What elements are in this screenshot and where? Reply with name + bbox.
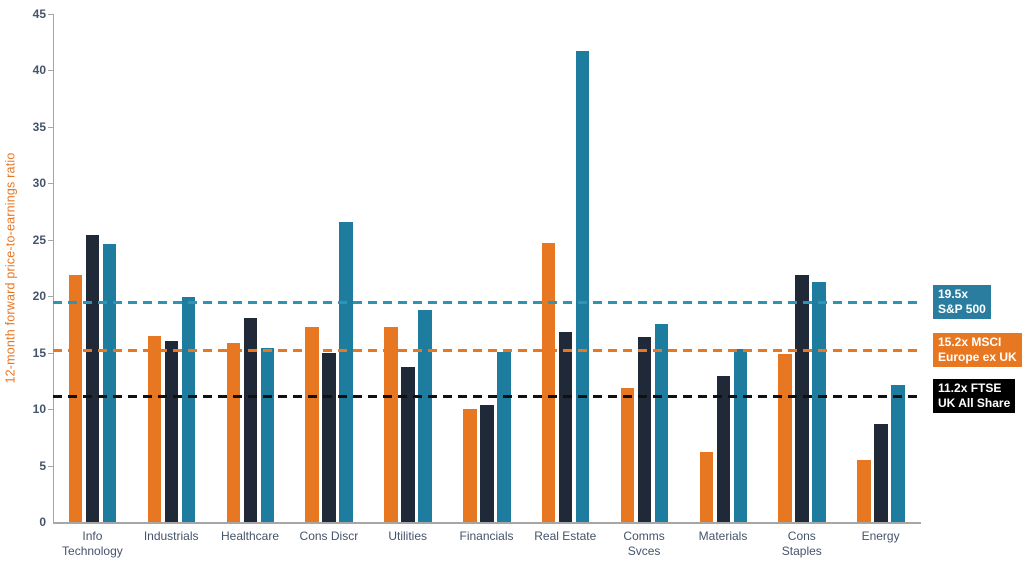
bar-teal-series-8 <box>733 349 747 522</box>
reference-line <box>53 394 920 398</box>
reference-line-label: 19.5x S&P 500 <box>933 284 991 319</box>
x-category-label-line: Real Estate <box>534 529 597 543</box>
y-tick-label: 0 <box>39 515 46 529</box>
reference-line <box>53 300 920 304</box>
x-category-label: Financials <box>427 529 547 544</box>
bar-dark-navy-series-5 <box>480 404 494 522</box>
x-category-label-line: Financials <box>459 529 514 543</box>
bar-teal-series-5 <box>497 351 511 522</box>
x-category-label-line: Info <box>82 529 103 543</box>
x-category-label-line: Technology <box>62 544 123 558</box>
bar-dark-navy-series-8 <box>716 376 730 522</box>
y-tick-label: 30 <box>32 176 46 191</box>
y-tick-label: 35 <box>32 119 46 134</box>
bar-dark-navy-series-10 <box>874 423 888 522</box>
bar-orange-series-7 <box>620 387 635 522</box>
y-tick-mark <box>48 465 53 467</box>
bar-orange-series-6 <box>541 243 556 522</box>
bar-dark-navy-series-6 <box>558 332 573 522</box>
reference-line-label-line: UK All Share <box>938 395 1011 410</box>
x-category-label-line: Comms <box>623 529 665 543</box>
reference-line <box>53 349 920 353</box>
reference-line-label-line: 19.5x <box>938 286 969 301</box>
x-category-label: Info Technology <box>32 529 152 559</box>
bar-dark-navy-series-4 <box>401 367 415 522</box>
bar-orange-series-9 <box>778 353 792 522</box>
x-category-label-line: Materials <box>698 529 748 543</box>
bar-orange-series-10 <box>857 459 871 522</box>
bar-dark-navy-series-7 <box>637 336 652 522</box>
x-category-label: Industrials <box>111 529 231 544</box>
y-tick-mark <box>48 239 53 241</box>
y-axis-title: 12-month forward price-to-earnings ratio <box>3 152 18 384</box>
reference-line-label-line: 15.2x MSCI <box>938 335 1002 350</box>
y-tick-label: 5 <box>39 458 46 473</box>
x-category-label-line: Healthcare <box>220 529 280 543</box>
x-category-label-line: Utilities <box>388 529 428 543</box>
y-tick-mark <box>48 126 53 128</box>
y-tick-mark <box>48 183 53 185</box>
bar-dark-navy-series-2 <box>243 317 257 522</box>
y-tick-label: 25 <box>32 232 46 247</box>
plot-area <box>53 14 921 524</box>
x-category-label-line: Energy <box>861 529 900 543</box>
bar-orange-series-5 <box>463 409 477 522</box>
y-tick-mark <box>48 296 53 298</box>
x-category-label: Cons Staples <box>742 529 862 559</box>
bar-dark-navy-series-3 <box>322 352 336 522</box>
reference-line-label-line: S&P 500 <box>938 301 986 316</box>
x-category-label: Materials <box>663 529 783 544</box>
bar-teal-series-3 <box>339 221 353 522</box>
bar-dark-navy-series-1 <box>164 341 179 522</box>
bar-teal-series-0 <box>102 244 117 522</box>
bar-teal-series-4 <box>418 309 432 522</box>
bar-orange-series-8 <box>699 452 713 522</box>
x-category-label-line: Svces <box>627 544 661 558</box>
x-category-label: Healthcare <box>190 529 310 544</box>
y-tick-label: 15 <box>32 345 46 360</box>
x-category-label-line: Staples <box>781 544 822 558</box>
bar-orange-series-3 <box>305 326 319 522</box>
y-tick-label: 40 <box>32 63 46 78</box>
y-tick-label: 20 <box>32 289 46 304</box>
bar-dark-navy-series-9 <box>795 274 809 522</box>
x-category-label: Real Estate <box>505 529 625 544</box>
bar-teal-series-10 <box>891 385 905 522</box>
bar-dark-navy-series-0 <box>85 235 100 522</box>
reference-line-label: 11.2x FTSE UK All Share <box>933 378 1016 413</box>
bar-orange-series-2 <box>226 342 240 522</box>
bar-teal-series-6 <box>575 51 590 522</box>
y-tick-mark <box>48 70 53 72</box>
x-category-label: Cons Discr <box>269 529 389 544</box>
bar-orange-series-1 <box>147 335 162 522</box>
x-category-label-line: Cons <box>787 529 816 543</box>
reference-line-label-line: 11.2x FTSE <box>938 380 1002 395</box>
x-category-label-line: Industrials <box>143 529 199 543</box>
bar-orange-series-0 <box>68 274 83 522</box>
reference-line-label-line: Europe ex UK <box>938 350 1017 365</box>
y-tick-mark <box>48 352 53 354</box>
y-tick-mark <box>48 409 53 411</box>
x-category-label-line: Cons Discr <box>299 529 359 543</box>
reference-line-label: 15.2x MSCI Europe ex UK <box>933 333 1022 368</box>
y-tick-label: 45 <box>32 7 46 21</box>
x-category-label: Energy <box>821 529 941 544</box>
bar-teal-series-7 <box>654 324 669 522</box>
bar-teal-series-9 <box>812 281 826 522</box>
bar-orange-series-4 <box>384 326 398 522</box>
bar-teal-series-1 <box>181 297 196 522</box>
y-tick-label: 10 <box>32 402 46 417</box>
bar-teal-series-2 <box>260 348 274 522</box>
x-category-label: Comms Svces <box>584 529 704 559</box>
x-category-label: Utilities <box>348 529 468 544</box>
y-tick-mark <box>48 14 53 15</box>
